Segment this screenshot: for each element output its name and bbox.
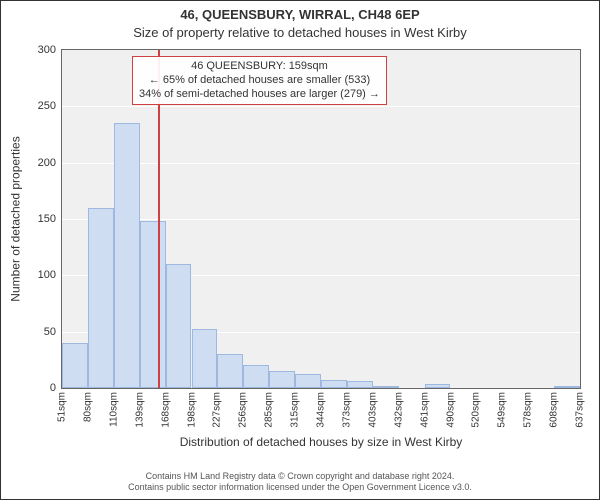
histogram-bar xyxy=(269,371,295,388)
x-tick-label: 198sqm xyxy=(186,392,197,428)
y-tick-label: 50 xyxy=(44,326,56,338)
x-tick-label: 403sqm xyxy=(367,392,378,428)
footer-text: Contains HM Land Registry data © Crown c… xyxy=(1,471,599,493)
histogram-bar xyxy=(140,221,166,388)
histogram-bar xyxy=(425,384,451,389)
y-tick-label: 100 xyxy=(38,269,56,281)
y-tick-label: 250 xyxy=(38,100,56,112)
histogram-bar xyxy=(192,329,218,388)
x-tick-label: 80sqm xyxy=(82,392,93,422)
footer-line-1: Contains HM Land Registry data © Crown c… xyxy=(1,471,599,482)
x-tick-label: 256sqm xyxy=(238,392,249,428)
y-tick-label: 0 xyxy=(50,382,56,394)
x-tick-label: 285sqm xyxy=(264,392,275,428)
x-tick-label: 549sqm xyxy=(497,392,508,428)
histogram-bar xyxy=(347,381,373,388)
y-tick-label: 300 xyxy=(38,44,56,56)
x-tick-label: 110sqm xyxy=(108,392,119,427)
histogram-bar xyxy=(62,343,88,388)
y-tick-label: 150 xyxy=(38,213,56,225)
chart-subtitle: Size of property relative to detached ho… xyxy=(1,25,599,40)
annotation-line: ← 65% of detached houses are smaller (53… xyxy=(139,74,380,88)
histogram-bar xyxy=(373,386,399,388)
histogram-bar xyxy=(88,208,114,388)
histogram-bar xyxy=(114,123,140,388)
x-tick-label: 227sqm xyxy=(212,392,223,428)
x-tick-label: 578sqm xyxy=(523,392,534,428)
x-tick-label: 432sqm xyxy=(393,392,404,428)
y-tick-label: 200 xyxy=(38,157,56,169)
x-axis-label: Distribution of detached houses by size … xyxy=(61,435,581,449)
plot-area: 05010015020025030046 QUEENSBURY: 159sqm←… xyxy=(61,49,581,389)
x-tick-label: 168sqm xyxy=(160,392,171,428)
histogram-bar xyxy=(166,264,192,388)
x-tick-label: 315sqm xyxy=(290,392,301,428)
histogram-bar xyxy=(217,354,243,388)
chart-title: 46, QUEENSBURY, WIRRAL, CH48 6EP xyxy=(1,7,599,22)
histogram-bar xyxy=(295,374,321,388)
annotation-box: 46 QUEENSBURY: 159sqm← 65% of detached h… xyxy=(132,56,387,105)
histogram-bar xyxy=(321,380,347,388)
x-tick-label: 344sqm xyxy=(316,392,327,428)
x-tick-label: 139sqm xyxy=(134,392,145,428)
x-tick-label: 373sqm xyxy=(341,392,352,428)
annotation-line: 34% of semi-detached houses are larger (… xyxy=(139,88,380,102)
y-axis-label: Number of detached properties xyxy=(9,49,23,389)
footer-line-2: Contains public sector information licen… xyxy=(1,482,599,493)
histogram-bar xyxy=(243,365,269,388)
gridline xyxy=(62,106,580,107)
x-tick-label: 490sqm xyxy=(445,392,456,428)
x-tick-label: 608sqm xyxy=(549,392,560,428)
chart-container: 46, QUEENSBURY, WIRRAL, CH48 6EP Size of… xyxy=(0,0,600,500)
x-tick-label: 51sqm xyxy=(57,392,68,422)
annotation-line: 46 QUEENSBURY: 159sqm xyxy=(139,60,380,74)
y-axis-label-text: Number of detached properties xyxy=(9,136,23,301)
gridline xyxy=(62,163,580,164)
x-tick-label: 461sqm xyxy=(419,392,430,428)
x-tick-label: 637sqm xyxy=(575,392,586,428)
histogram-bar xyxy=(554,386,580,388)
x-tick-label: 520sqm xyxy=(471,392,482,428)
gridline xyxy=(62,219,580,220)
